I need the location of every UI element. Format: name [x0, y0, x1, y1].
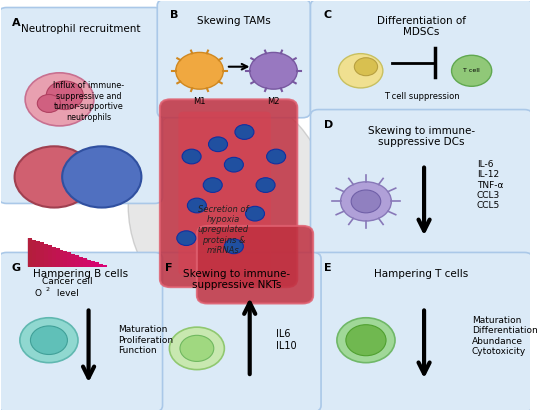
Circle shape [203, 178, 222, 192]
Polygon shape [40, 242, 43, 267]
Circle shape [15, 146, 94, 208]
Text: Hampering B cells: Hampering B cells [33, 269, 128, 279]
Polygon shape [103, 266, 107, 267]
FancyBboxPatch shape [157, 0, 311, 118]
Polygon shape [91, 261, 95, 267]
FancyBboxPatch shape [160, 99, 297, 287]
Polygon shape [87, 260, 91, 267]
FancyBboxPatch shape [311, 110, 532, 261]
Circle shape [346, 325, 386, 356]
Circle shape [351, 190, 381, 213]
Text: Secretion of
hypoxia
upregulated
proteins &
miRNAs: Secretion of hypoxia upregulated protein… [198, 205, 249, 255]
Circle shape [224, 157, 244, 172]
Polygon shape [48, 245, 52, 267]
Circle shape [177, 231, 196, 245]
Circle shape [338, 54, 383, 88]
Text: Skewing to immune-
suppressive DCs: Skewing to immune- suppressive DCs [368, 126, 475, 148]
FancyBboxPatch shape [152, 252, 321, 411]
Circle shape [267, 149, 285, 164]
Circle shape [337, 318, 395, 363]
Text: Skewing to immune-
suppressive NKTs: Skewing to immune- suppressive NKTs [183, 269, 290, 291]
Circle shape [354, 58, 378, 76]
Polygon shape [63, 251, 68, 267]
Text: M2: M2 [267, 97, 280, 106]
Circle shape [180, 335, 214, 361]
Text: Neutrophil recruitment: Neutrophil recruitment [21, 24, 140, 34]
Polygon shape [79, 257, 83, 267]
FancyBboxPatch shape [0, 252, 163, 411]
Polygon shape [99, 264, 103, 267]
Circle shape [182, 149, 201, 164]
Text: Maturation
Proliferation
Function: Maturation Proliferation Function [118, 326, 173, 355]
Text: Differentiation of
MDSCs: Differentiation of MDSCs [377, 16, 466, 37]
FancyBboxPatch shape [311, 252, 532, 411]
Polygon shape [32, 240, 36, 267]
Ellipse shape [128, 93, 329, 318]
Text: Cancer cell: Cancer cell [42, 277, 93, 286]
Text: level: level [54, 289, 79, 298]
Text: C: C [324, 9, 332, 20]
Text: M1: M1 [193, 97, 206, 106]
FancyBboxPatch shape [178, 112, 271, 275]
Circle shape [340, 182, 391, 221]
Text: A: A [12, 18, 20, 28]
Text: G: G [12, 263, 21, 272]
Polygon shape [95, 263, 99, 267]
Polygon shape [59, 249, 63, 267]
Polygon shape [28, 238, 32, 267]
Circle shape [25, 73, 94, 126]
Polygon shape [52, 247, 56, 267]
Text: O: O [35, 289, 42, 298]
Text: T cell: T cell [463, 68, 480, 73]
Polygon shape [36, 241, 40, 267]
Polygon shape [56, 248, 59, 267]
Text: Influx of immune-
suppressive and
tumor-supportive
neutrophils: Influx of immune- suppressive and tumor-… [53, 81, 124, 122]
Circle shape [169, 327, 224, 369]
Text: E: E [324, 263, 331, 272]
Circle shape [188, 198, 206, 213]
Polygon shape [43, 244, 48, 267]
Polygon shape [75, 255, 79, 267]
Circle shape [245, 206, 265, 221]
Text: 2: 2 [45, 287, 50, 292]
Circle shape [224, 239, 244, 254]
Circle shape [30, 326, 68, 355]
Circle shape [235, 125, 254, 139]
Polygon shape [83, 258, 87, 267]
Circle shape [250, 53, 297, 89]
Circle shape [176, 53, 223, 89]
Polygon shape [72, 254, 75, 267]
Circle shape [20, 318, 78, 363]
FancyBboxPatch shape [197, 226, 313, 303]
Text: IL-6
IL-12
TNF-α
CCL3
CCL5: IL-6 IL-12 TNF-α CCL3 CCL5 [477, 160, 503, 210]
Text: B: B [170, 9, 179, 20]
Text: Maturation
Differentiation
Abundance
Cytotoxicity: Maturation Differentiation Abundance Cyt… [472, 316, 537, 356]
Circle shape [62, 146, 141, 208]
FancyBboxPatch shape [0, 7, 163, 203]
Text: Hampering T cells: Hampering T cells [375, 269, 469, 279]
Circle shape [256, 178, 275, 192]
Text: IL6
IL10: IL6 IL10 [276, 329, 297, 351]
Text: F: F [165, 263, 173, 272]
Text: T cell suppression: T cell suppression [383, 92, 459, 102]
Text: Skewing TAMs: Skewing TAMs [197, 16, 271, 25]
Circle shape [46, 81, 83, 110]
Polygon shape [28, 238, 107, 267]
Circle shape [37, 95, 60, 113]
Circle shape [208, 137, 228, 152]
Polygon shape [68, 252, 72, 267]
Circle shape [452, 55, 492, 86]
Text: D: D [324, 120, 333, 130]
FancyBboxPatch shape [311, 0, 532, 118]
